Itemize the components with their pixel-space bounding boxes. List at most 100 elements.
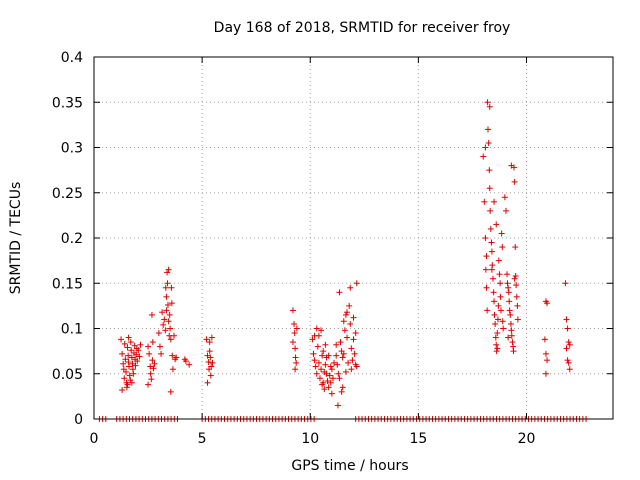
data-point [164,280,171,287]
data-point [312,363,319,370]
data-point [508,162,515,169]
data-point [166,311,173,318]
data-point [207,354,214,361]
data-point [335,370,342,377]
y-tick-label: 0.1 [61,322,83,338]
x-tick-labels: 0 5 10 15 20 [90,431,536,447]
data-point [320,348,327,355]
data-point [311,357,318,364]
data-point [171,332,178,339]
data-point [510,348,517,355]
data-point [333,352,340,359]
data-point [148,376,155,383]
data-point [346,302,353,309]
data-point [169,352,176,359]
data-point [206,339,213,346]
data-point [492,320,499,327]
data-point [206,348,213,355]
data-point [497,307,504,314]
y-tick-label: 0.3 [61,141,83,157]
data-point [341,327,348,334]
data-point [313,370,320,377]
data-point [291,330,298,337]
data-point [508,327,515,334]
data-point [209,359,216,366]
data-point [336,289,343,296]
data-point [126,363,133,370]
data-point [351,350,358,357]
data-point [162,327,169,334]
data-point [149,339,156,346]
data-point [500,325,507,332]
data-point [186,361,193,368]
data-point [501,194,508,201]
data-point [493,221,500,228]
data-point [147,370,154,377]
data-point [163,293,170,300]
data-point [489,275,496,282]
data-point [289,307,296,314]
data-point [352,330,359,337]
data-point [147,363,154,370]
data-point [328,390,335,397]
data-point [350,336,357,343]
data-point [129,360,136,367]
data-point [347,284,354,291]
data-point [168,300,175,307]
data-point [125,334,132,341]
data-point [512,244,519,251]
data-point [342,368,349,375]
data-point [508,332,515,339]
data-point [127,339,134,346]
data-point [492,334,499,341]
data-point [145,381,152,388]
data-point [505,289,512,296]
data-point [496,271,503,278]
data-point [505,284,512,291]
data-point [507,311,514,318]
y-tick-label: 0.4 [61,50,83,66]
data-point [322,341,329,348]
data-point [338,388,345,395]
data-point [481,198,488,205]
x-tick-label: 10 [301,431,319,447]
data-point [173,354,180,361]
data-point [347,320,354,327]
data-point [327,379,334,386]
y-tick-label: 0 [74,412,83,428]
data-point [309,336,316,343]
data-point [314,343,321,350]
data-point [565,339,572,346]
data-point [514,302,521,309]
data-point [509,339,516,346]
data-point [487,207,494,214]
data-point [494,330,501,337]
data-point [349,357,356,364]
data-point [167,388,174,395]
data-point [542,370,549,377]
data-point [148,311,155,318]
data-point [128,347,135,354]
data-point [484,307,491,314]
data-point [499,318,506,325]
data-point [542,350,549,357]
data-point [485,139,492,146]
data-point [321,368,328,375]
data-point [566,366,573,373]
data-point [488,266,495,273]
chart-title: Day 168 of 2018, SRMTID for receiver fro… [214,20,511,36]
data-point [487,225,494,232]
data-point [123,384,130,391]
data-point [566,341,573,348]
data-point [491,311,498,318]
data-point [160,321,167,328]
data-point [205,358,212,365]
data-point [119,387,126,394]
data-point [514,316,521,323]
data-point [316,375,323,382]
data-point [339,384,346,391]
data-point [331,359,338,366]
data-point [133,351,140,358]
